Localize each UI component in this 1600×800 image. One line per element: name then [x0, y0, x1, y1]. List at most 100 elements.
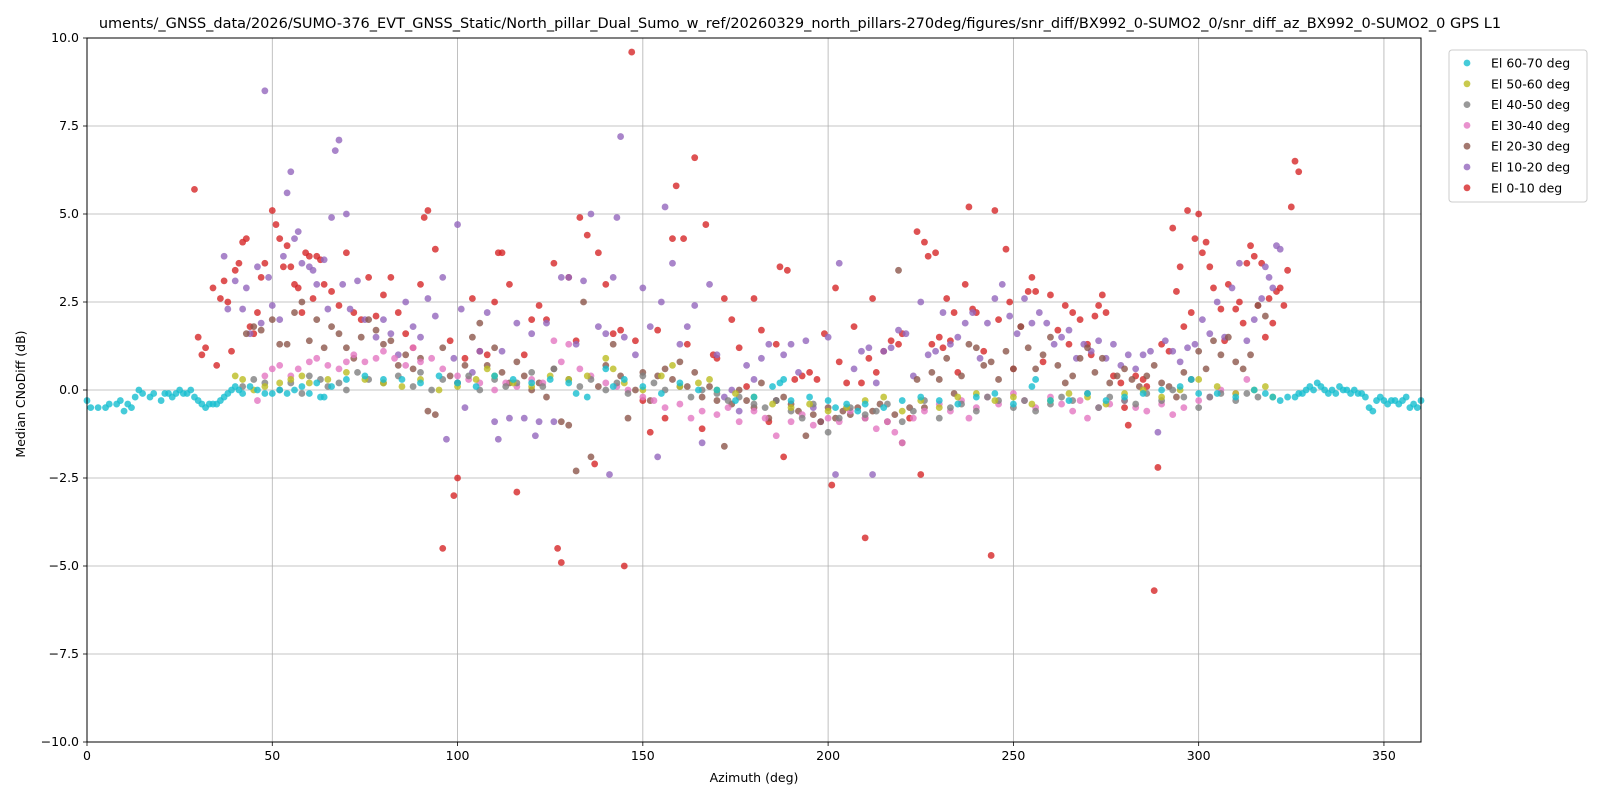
data-point — [850, 365, 858, 373]
data-point — [539, 383, 547, 390]
data-point — [1169, 347, 1177, 355]
data-point — [361, 372, 369, 380]
data-point — [1180, 393, 1188, 401]
data-point — [895, 340, 902, 348]
data-point — [917, 471, 925, 478]
data-point — [972, 407, 980, 415]
data-point — [824, 397, 832, 404]
y-tick-label: 7.5 — [59, 118, 79, 133]
data-point — [1280, 302, 1288, 309]
data-point — [787, 397, 795, 404]
data-point — [520, 414, 528, 422]
data-point — [698, 439, 706, 447]
data-point — [758, 326, 765, 334]
data-point — [380, 376, 387, 383]
data-point — [1028, 319, 1036, 327]
data-point — [1006, 298, 1014, 306]
data-point — [865, 354, 873, 362]
data-point — [1143, 372, 1151, 380]
data-point — [528, 379, 536, 387]
data-point — [980, 361, 988, 369]
data-point — [491, 418, 499, 426]
data-point — [609, 340, 617, 348]
data-point — [1047, 333, 1054, 341]
data-point — [780, 351, 788, 359]
data-point — [1124, 421, 1132, 429]
x-tick-label: 200 — [816, 748, 840, 763]
data-point — [1202, 365, 1210, 373]
data-point — [1009, 365, 1017, 373]
x-tick-label: 0 — [83, 748, 91, 763]
data-point — [909, 414, 917, 422]
data-point — [509, 376, 517, 383]
data-point — [1084, 414, 1091, 422]
data-point — [898, 397, 906, 404]
data-point — [602, 281, 610, 288]
data-point — [995, 316, 1002, 323]
data-point — [1232, 305, 1240, 313]
data-point — [1187, 376, 1195, 383]
data-point — [750, 400, 758, 408]
data-point — [735, 418, 743, 426]
data-point — [254, 309, 261, 316]
data-point — [946, 404, 954, 411]
data-point — [417, 333, 424, 341]
data-point — [943, 295, 951, 302]
x-tick-label: 50 — [264, 748, 280, 763]
data-point — [787, 340, 795, 348]
data-point — [276, 235, 284, 243]
data-point — [520, 372, 528, 380]
data-point — [935, 376, 943, 383]
data-point — [991, 397, 999, 404]
data-point — [765, 340, 773, 348]
data-point — [1032, 365, 1040, 373]
data-point — [1169, 224, 1177, 232]
data-point — [1132, 400, 1140, 408]
data-point — [928, 369, 936, 376]
data-point — [1065, 397, 1073, 404]
data-point — [298, 309, 306, 316]
data-point — [954, 400, 962, 408]
data-point — [835, 414, 843, 422]
data-point — [1143, 407, 1151, 415]
data-point — [565, 421, 573, 429]
data-point — [550, 337, 558, 345]
data-point — [609, 330, 617, 338]
data-point — [380, 340, 387, 348]
data-point — [795, 369, 802, 376]
data-point — [683, 323, 691, 331]
data-point — [1195, 404, 1203, 411]
data-point — [1210, 284, 1217, 292]
data-point — [917, 298, 925, 306]
data-point — [1076, 354, 1084, 362]
data-point — [713, 397, 721, 404]
data-point — [657, 372, 665, 380]
data-point — [565, 340, 573, 348]
data-point — [735, 407, 743, 415]
data-point — [639, 372, 647, 380]
data-point — [654, 453, 662, 461]
data-point — [943, 354, 951, 362]
data-point — [713, 386, 721, 394]
data-point — [557, 559, 565, 566]
data-point — [880, 393, 888, 401]
data-point — [387, 330, 395, 338]
data-point — [650, 397, 658, 404]
data-point — [335, 136, 343, 144]
data-point — [261, 87, 269, 95]
data-point — [976, 354, 984, 362]
data-point — [887, 337, 895, 345]
data-point — [320, 344, 328, 352]
data-point — [1047, 291, 1054, 299]
data-point — [257, 273, 265, 281]
data-point — [950, 309, 958, 316]
data-point — [661, 404, 669, 411]
data-point — [824, 333, 832, 341]
legend-marker — [1463, 80, 1471, 88]
data-point — [1021, 397, 1028, 404]
data-point — [1084, 344, 1091, 352]
data-point — [646, 323, 654, 331]
data-point — [613, 214, 621, 221]
data-point — [594, 323, 602, 331]
data-point — [576, 383, 584, 390]
